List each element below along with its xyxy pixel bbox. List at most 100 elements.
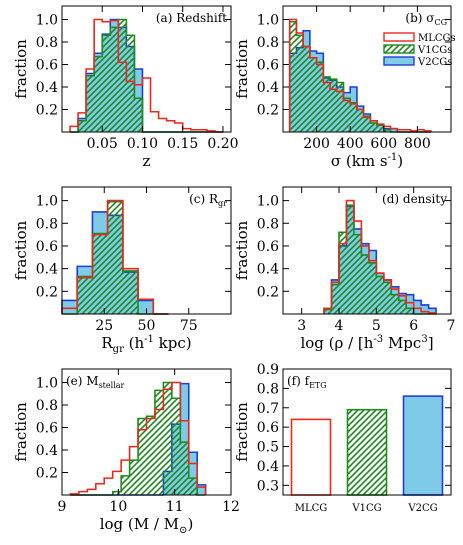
x-tick-label: 75	[180, 318, 198, 334]
x-tick-label: 50	[138, 318, 156, 334]
legend-label-mlcgs: MLCGs	[418, 33, 456, 44]
y-tick-label: 1.0	[36, 194, 58, 210]
x-tick-label: 5	[372, 318, 381, 334]
y-tick-label: 0.4	[257, 459, 279, 475]
series-line-mlcgs	[69, 381, 207, 495]
y-axis-label: fraction	[12, 402, 30, 462]
x-tick-label: 0.05	[87, 136, 118, 152]
plot-frame	[61, 186, 232, 315]
y-tick-label: 0.2	[257, 284, 279, 300]
series-line-mlcgs	[323, 199, 437, 314]
y-axis-label: fraction	[233, 39, 251, 99]
y-tick-label: 1.0	[36, 13, 58, 29]
x-tick-label: 25	[95, 318, 113, 334]
y-tick-label: 0.6	[257, 420, 279, 436]
panel-title: (e) Mstellar	[66, 374, 125, 390]
legend-label-v2cgs: V2CGs	[417, 57, 452, 68]
y-axis-label: fraction	[12, 220, 30, 280]
plot-frame	[282, 5, 452, 133]
series-fill-v1cgs	[70, 19, 223, 132]
y-tick-label: 0.6	[36, 421, 58, 437]
panel-redshift: 0.05 0.10 0.15 0.20 0.2 0.4 0.6 0.8 1.0 fraction z…	[12, 5, 239, 170]
y-tick-label: 0.6	[36, 58, 58, 74]
legend-label-v1cgs: V1CGs	[417, 45, 452, 56]
y-tick-label: 0.2	[36, 466, 58, 482]
x-tick-label: 12	[222, 499, 240, 515]
y-tick-label: 0.7	[257, 401, 279, 417]
panel-title: (a) Redshift	[156, 11, 227, 25]
series-fill-v1cgs	[62, 201, 169, 314]
x-tick-label: 9	[58, 499, 67, 515]
category-label-mlcg: MLCG	[295, 503, 328, 514]
plot-frame	[282, 186, 452, 315]
y-tick-label: 0.4	[36, 262, 58, 278]
x-tick-label: 400	[337, 136, 364, 152]
panel-density: 3 4 5 6 7 0.2 0.4 0.6 0.8 1.0 fraction log (ρ / [h-…	[233, 186, 456, 352]
y-tick-label: 0.2	[36, 103, 58, 119]
panel-title: (b) σCG	[405, 11, 447, 27]
panel-title: (c) Rgr	[189, 192, 227, 208]
plot-frame	[282, 368, 452, 496]
y-tick-label: 0.2	[257, 103, 279, 119]
y-tick-label: 1.0	[257, 13, 279, 29]
y-tick-label: 0.4	[257, 262, 279, 278]
y-tick-label: 1.0	[36, 376, 58, 392]
series-fill-v1cgs	[324, 205, 437, 314]
y-tick-label: 0.4	[257, 80, 279, 96]
x-tick-label: 7	[447, 318, 456, 334]
series-line-mlcgs	[61, 199, 169, 315]
category-label-v2cg: V2CG	[407, 503, 437, 514]
y-tick-label: 0.6	[36, 239, 58, 255]
x-axis-label: log (ρ / [h-3 Mpc3]	[300, 334, 433, 352]
y-tick-label: 0.6	[257, 239, 279, 255]
bar-v1cg	[346, 408, 388, 496]
panel-group-radius: 25 50 75 0.2 0.4 0.6 0.8 1.0 fraction Rgr (h-1 kp…	[12, 186, 232, 355]
y-axis-label: fraction	[233, 402, 251, 462]
panel-stellar-mass: 9 10 11 12 0.2 0.4 0.6 0.8 1.0 fraction log (M / M…	[12, 368, 240, 536]
x-axis-label: log (M / M⊙)	[100, 515, 194, 536]
y-tick-label: 0.8	[257, 381, 279, 397]
series-fill-v1cgs	[289, 21, 431, 132]
x-tick-label: 0.15	[167, 136, 198, 152]
legend-swatch-v1cgs	[383, 44, 415, 54]
x-tick-label: 6	[409, 318, 418, 334]
y-tick-label: 0.2	[36, 284, 58, 300]
legend-swatch-v2cgs	[383, 56, 415, 66]
x-axis-label: z	[143, 152, 151, 170]
legend-swatch-mlcgs	[383, 32, 415, 42]
bar-v2cg	[402, 395, 444, 496]
panel-velocity-dispersion: 200 400 600 800 0.2 0.4 0.6 0.8 1.0 fraction σ (km…	[233, 5, 456, 170]
x-tick-label: 4	[335, 318, 344, 334]
y-tick-label: 0.8	[36, 398, 58, 414]
x-axis-label: Rgr (h-1 kpc)	[101, 334, 191, 355]
x-axis-label: σ (km s-1)	[331, 152, 403, 170]
y-tick-label: 0.3	[257, 478, 279, 494]
x-tick-label: 10	[109, 499, 127, 515]
y-tick-label: 1.0	[257, 194, 279, 210]
x-tick-label: 0.20	[207, 136, 238, 152]
x-tick-label: 600	[370, 136, 397, 152]
y-tick-label: 0.4	[36, 443, 58, 459]
panel-title: (f) fETG	[287, 374, 327, 390]
plot-frame	[61, 5, 232, 133]
x-tick-label: 11	[166, 499, 184, 515]
x-tick-label: 200	[303, 136, 330, 152]
y-tick-label: 0.9	[257, 362, 279, 378]
y-axis-label: fraction	[233, 220, 251, 280]
series-line-mlcgs	[288, 18, 432, 132]
y-tick-label: 0.8	[36, 216, 58, 232]
x-tick-label: 0.10	[127, 136, 158, 152]
y-tick-label: 0.5	[257, 440, 279, 456]
y-axis-label: fraction	[12, 39, 30, 99]
panel-early-type-fraction: MLCG V1CG V2CG 0.3 0.4 0.5 0.6 0.7 0.8 0.9 fractio…	[233, 362, 452, 514]
panel-title: (d) density	[382, 192, 447, 206]
y-tick-label: 0.6	[257, 58, 279, 74]
x-tick-label: 800	[404, 136, 431, 152]
plot-frame	[61, 368, 232, 496]
series-line-mlcgs	[69, 18, 223, 133]
x-tick-label: 3	[297, 318, 306, 334]
y-tick-label: 0.4	[36, 80, 58, 96]
category-label-v1cg: V1CG	[351, 503, 381, 514]
